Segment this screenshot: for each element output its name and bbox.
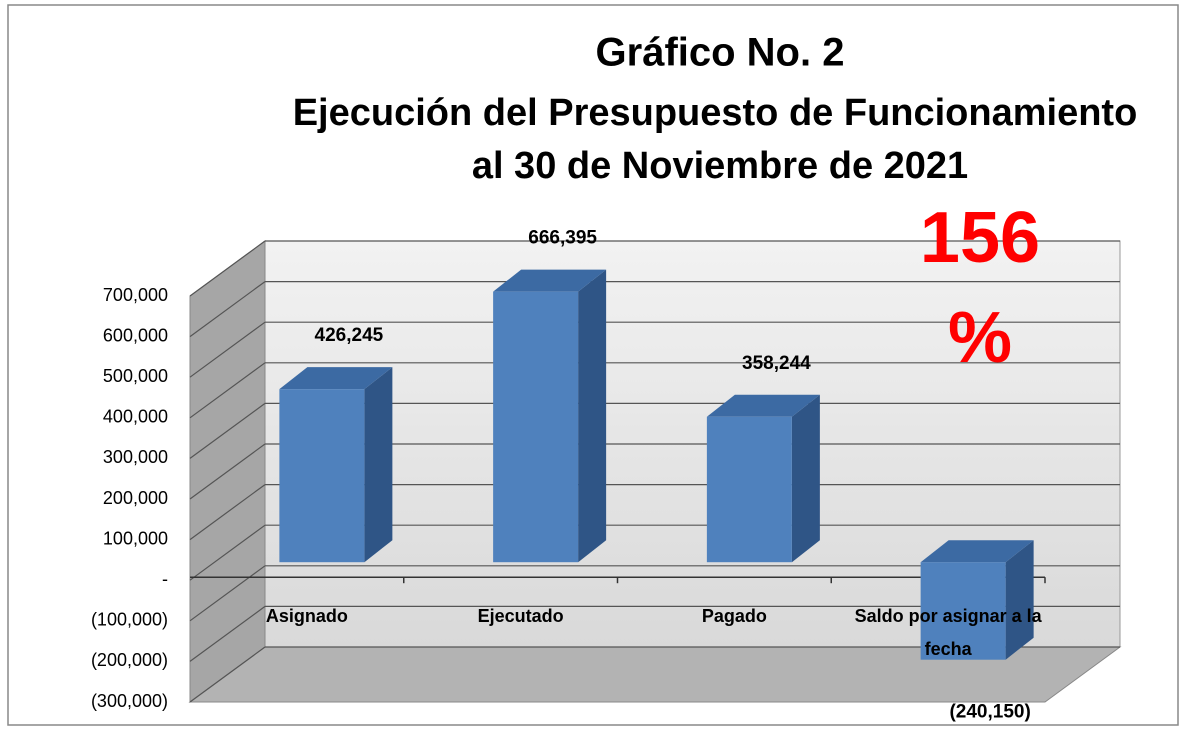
bar-side (1005, 540, 1034, 660)
y-tick-label: 300,000 (103, 447, 168, 467)
value-label: (240,150) (949, 702, 1030, 723)
y-tick-label: 400,000 (103, 407, 168, 427)
y-tick-label: (300,000) (91, 691, 168, 711)
chart-title: Ejecución del Presupuesto de Funcionamie… (293, 92, 1138, 134)
x-tick-label: Ejecutado (477, 606, 564, 627)
value-label: 358,244 (742, 353, 811, 374)
bar-side (578, 269, 607, 563)
bar (920, 562, 1006, 660)
annotation: % (948, 298, 1012, 378)
annotation: 156 (920, 198, 1040, 278)
grid-line-side (189, 443, 266, 500)
value-label: 426,245 (315, 325, 384, 346)
bar-side (791, 394, 820, 563)
bar-side (364, 367, 393, 563)
grid-line-side (189, 565, 266, 622)
y-tick-label: (100,000) (91, 610, 168, 630)
bar (706, 416, 792, 563)
y-tick-label: - (162, 569, 168, 589)
chart-title: al 30 de Noviembre de 2021 (472, 145, 968, 187)
grid-line-side (189, 362, 266, 419)
bar-top (920, 540, 1034, 563)
bar-top (493, 269, 607, 292)
y-tick-label: 100,000 (103, 528, 168, 548)
grid-line-side (189, 605, 266, 662)
bar-top (279, 367, 393, 390)
grid-line-side (189, 281, 266, 338)
x-tick-label: Asignado (265, 606, 348, 627)
bar (279, 389, 365, 563)
grid-line-side (189, 402, 266, 459)
chart-title: Gráfico No. 2 (596, 31, 845, 75)
grid-line-side (189, 321, 266, 378)
y-tick-label: (200,000) (91, 650, 168, 670)
y-tick-label: 500,000 (103, 366, 168, 386)
bar-top (706, 394, 820, 417)
bar (493, 291, 579, 563)
grid-line-side (189, 524, 266, 581)
grid-line-side (189, 240, 266, 297)
y-tick-label: 700,000 (103, 285, 168, 305)
y-tick-label: 600,000 (103, 325, 168, 345)
grid-line-side (189, 646, 266, 703)
value-label: 666,395 (528, 228, 597, 249)
y-tick-label: 200,000 (103, 488, 168, 508)
x-tick-label: Saldo por asignar a la fecha (854, 606, 1042, 660)
x-tick-label: Pagado (701, 606, 767, 627)
grid-line-side (189, 484, 266, 541)
